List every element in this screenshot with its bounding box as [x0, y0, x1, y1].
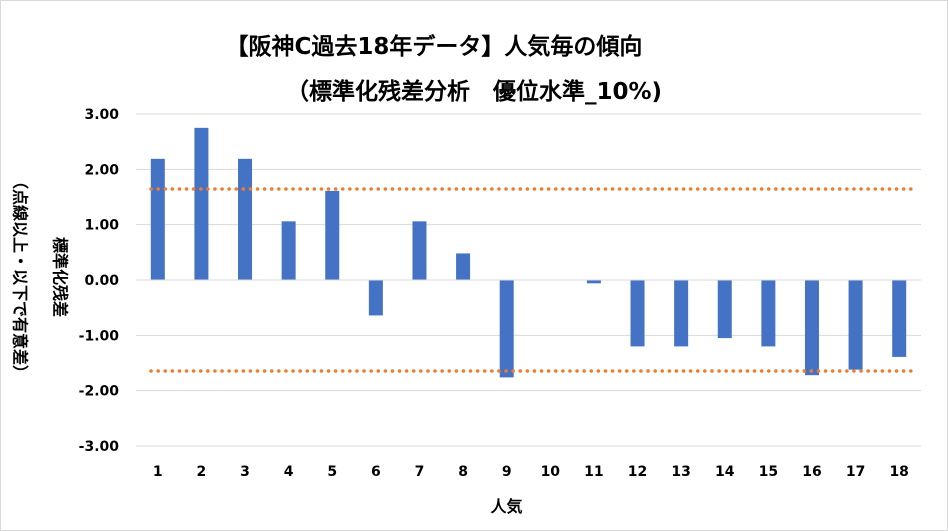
x-tick-label: 10: [541, 464, 561, 480]
bar: [717, 280, 732, 339]
bar: [674, 280, 689, 347]
x-tick-label: 14: [715, 464, 735, 480]
x-tick-label: 8: [458, 464, 468, 480]
x-tick-label: 12: [628, 464, 647, 480]
x-tick-label: 18: [889, 464, 908, 480]
bar: [761, 280, 776, 347]
bar: [150, 158, 165, 280]
x-tick-label: 11: [584, 464, 603, 480]
x-tick-label: 4: [284, 464, 294, 480]
x-tick-label: 16: [802, 464, 821, 480]
bar: [281, 221, 296, 280]
x-tick-label: 15: [759, 464, 778, 480]
bar: [456, 253, 471, 280]
x-tick-label: 9: [502, 464, 512, 480]
bar: [368, 280, 383, 316]
x-tick-label: 7: [415, 464, 425, 480]
bar: [325, 190, 340, 280]
x-tick-label: 13: [671, 464, 690, 480]
bar: [499, 280, 514, 378]
y-tick-label: -1.00: [79, 328, 120, 344]
chart-title: 【阪神C過去18年データ】人気毎の傾向: [225, 34, 643, 60]
bar: [804, 280, 819, 376]
bar: [412, 221, 427, 280]
x-axis-label: 人気: [490, 497, 523, 516]
bar: [238, 158, 253, 280]
y-tick-label: 1.00: [84, 218, 119, 234]
bar: [194, 127, 209, 280]
y-tick-label: 0.00: [84, 273, 119, 289]
y-tick-label: -2.00: [79, 384, 120, 400]
y-tick-label: 3.00: [84, 107, 119, 123]
y-tick-label: -3.00: [79, 439, 120, 455]
bar: [892, 280, 907, 357]
y-tick-label: 2.00: [84, 162, 119, 178]
chart-subtitle: （標準化残差分析 優位水準_10%): [285, 79, 663, 105]
x-tick-label: 1: [153, 464, 163, 480]
bar: [848, 280, 863, 370]
bar: [630, 280, 645, 347]
x-tick-label: 6: [371, 464, 381, 480]
x-tick-label: 3: [240, 464, 250, 480]
x-tick-label: 5: [327, 464, 337, 480]
x-tick-label: 2: [197, 464, 207, 480]
bar: [586, 280, 601, 284]
x-tick-label: 17: [846, 464, 865, 480]
